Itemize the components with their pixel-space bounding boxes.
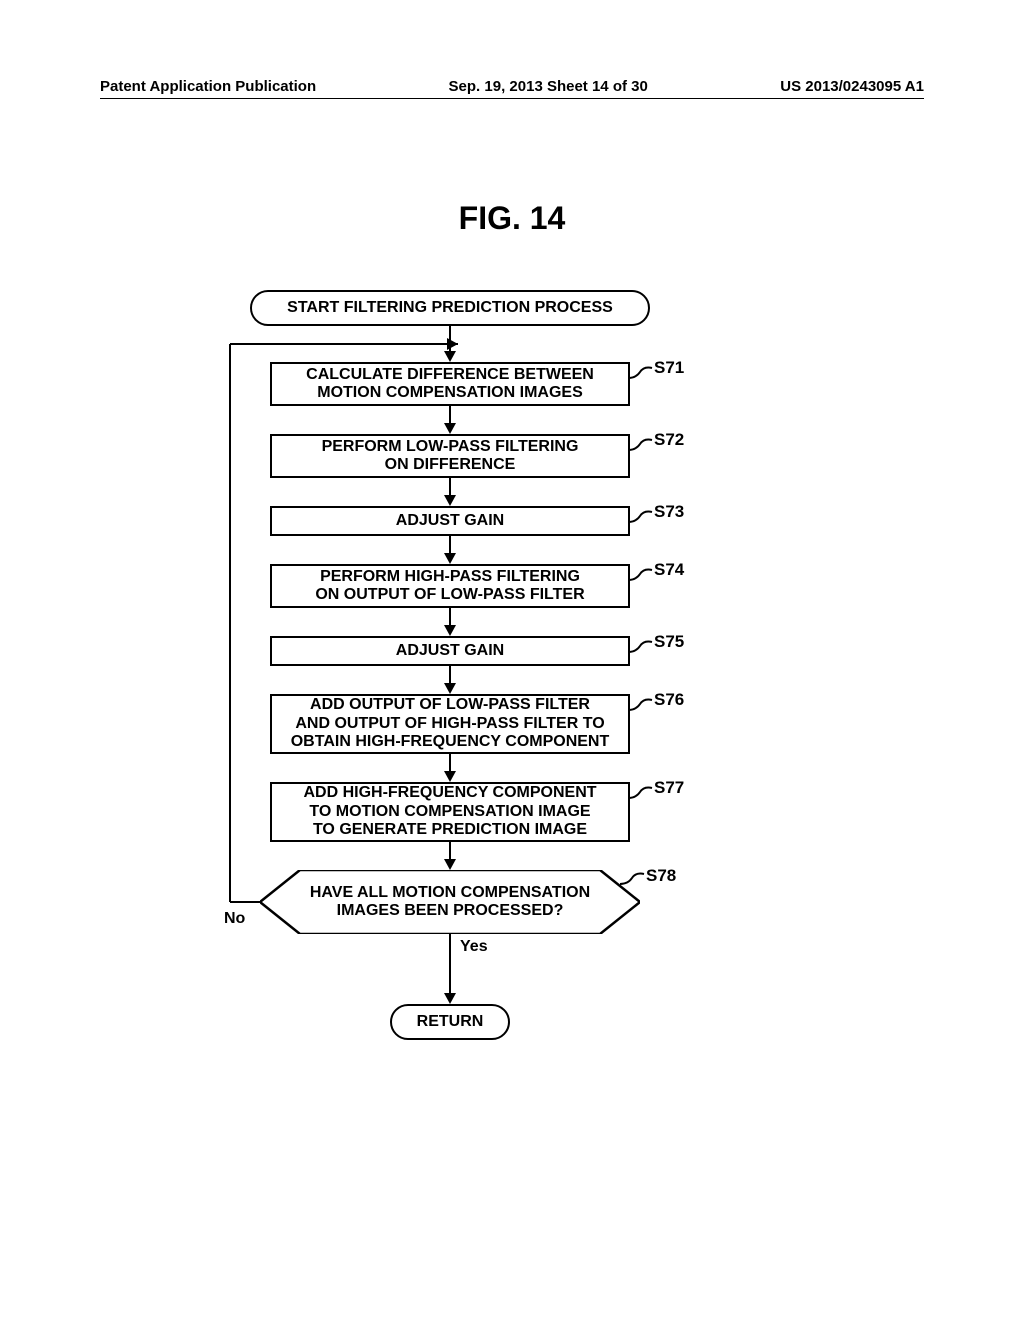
step-text: PERFORM HIGH-PASS FILTERINGON OUTPUT OF … — [315, 568, 584, 605]
terminator-start: START FILTERING PREDICTION PROCESS — [250, 290, 650, 326]
step-text: PERFORM LOW-PASS FILTERINGON DIFFERENCE — [322, 438, 579, 475]
leader-line — [628, 366, 654, 385]
step-text: CALCULATE DIFFERENCE BETWEENMOTION COMPE… — [306, 366, 594, 403]
header-right: US 2013/0243095 A1 — [780, 78, 924, 95]
step-id-label: S76 — [654, 690, 684, 710]
leader-line — [628, 640, 654, 659]
leader-line — [628, 568, 654, 587]
process-step: ADD OUTPUT OF LOW-PASS FILTERAND OUTPUT … — [270, 694, 630, 754]
decision-text: HAVE ALL MOTION COMPENSATIONIMAGES BEEN … — [260, 870, 640, 934]
process-step: ADD HIGH-FREQUENCY COMPONENTTO MOTION CO… — [270, 782, 630, 842]
process-step: ADJUST GAIN — [270, 506, 630, 536]
step-id-label: S71 — [654, 358, 684, 378]
step-text: ADJUST GAIN — [396, 642, 504, 660]
terminator-return: RETURN — [390, 1004, 510, 1040]
step-id-label: S73 — [654, 502, 684, 522]
flowchart: START FILTERING PREDICTION PROCESS CALCUL… — [0, 290, 1024, 1050]
no-label: No — [224, 910, 245, 928]
leader-line — [628, 698, 654, 717]
step-id-label: S75 — [654, 632, 684, 652]
figure-title: FIG. 14 — [0, 200, 1024, 237]
step-text: ADJUST GAIN — [396, 512, 504, 530]
page-header: Patent Application Publication Sep. 19, … — [100, 78, 924, 95]
process-step: CALCULATE DIFFERENCE BETWEENMOTION COMPE… — [270, 362, 630, 406]
process-step: PERFORM HIGH-PASS FILTERINGON OUTPUT OF … — [270, 564, 630, 608]
step-id-label: S72 — [654, 430, 684, 450]
leader-line — [628, 510, 654, 529]
step-id-label: S77 — [654, 778, 684, 798]
header-rule — [100, 98, 924, 99]
header-left: Patent Application Publication — [100, 78, 316, 95]
step-text: ADD HIGH-FREQUENCY COMPONENTTO MOTION CO… — [303, 784, 596, 839]
step-text: ADD OUTPUT OF LOW-PASS FILTERAND OUTPUT … — [291, 696, 610, 751]
header-center: Sep. 19, 2013 Sheet 14 of 30 — [449, 78, 648, 95]
leader-line — [620, 872, 646, 891]
yes-label: Yes — [460, 938, 488, 956]
return-label: RETURN — [417, 1013, 484, 1031]
leader-line — [628, 786, 654, 805]
start-label: START FILTERING PREDICTION PROCESS — [287, 299, 613, 317]
step-id-label: S78 — [646, 866, 676, 886]
step-id-label: S74 — [654, 560, 684, 580]
decision-node: HAVE ALL MOTION COMPENSATIONIMAGES BEEN … — [260, 870, 640, 934]
process-step: PERFORM LOW-PASS FILTERINGON DIFFERENCE — [270, 434, 630, 478]
process-step: ADJUST GAIN — [270, 636, 630, 666]
leader-line — [628, 438, 654, 457]
